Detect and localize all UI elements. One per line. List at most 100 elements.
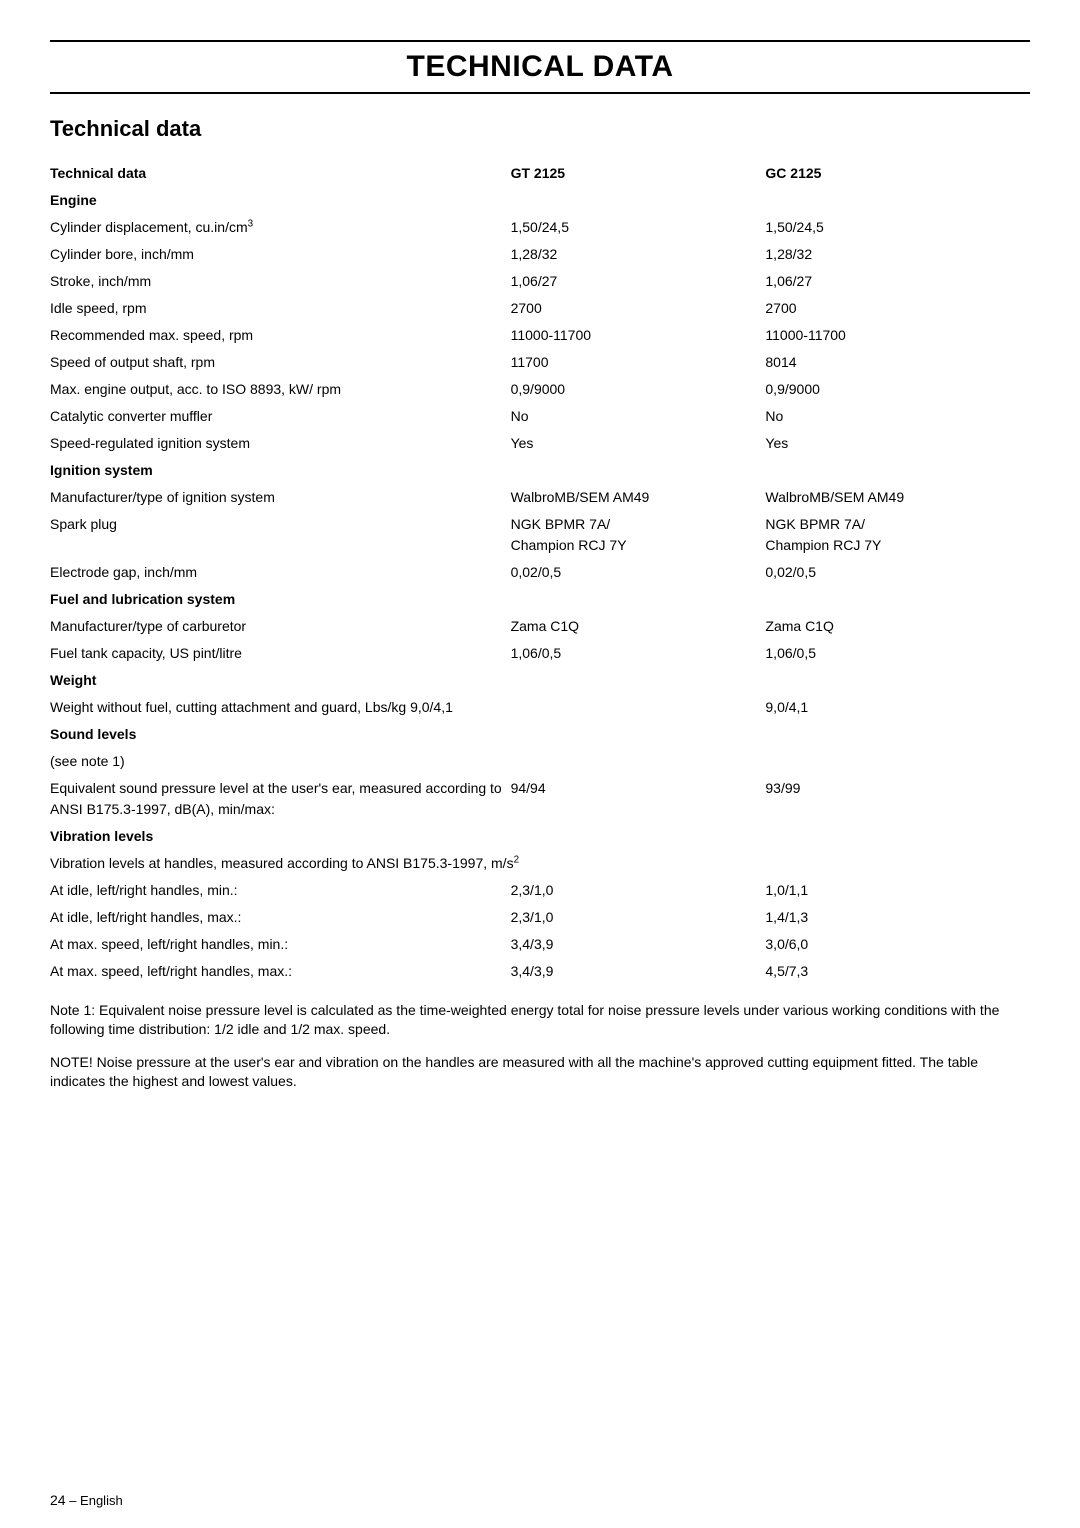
row-label: Max. engine output, acc. to ISO 8893, kW… — [50, 376, 511, 403]
row-label: Engine — [50, 187, 1030, 214]
row-value: 1,28/32 — [511, 241, 766, 268]
row-value: 3,0/6,0 — [765, 931, 1030, 958]
row-value: 0,9/9000 — [511, 376, 766, 403]
table-row: Max. engine output, acc. to ISO 8893, kW… — [50, 376, 1030, 403]
table-row: At max. speed, left/right handles, max.:… — [50, 958, 1030, 985]
row-label: Manufacturer/type of carburetor — [50, 613, 511, 640]
table-row: Equivalent sound pressure level at the u… — [50, 775, 1030, 823]
row-value: 3,4/3,9 — [511, 931, 766, 958]
row-value: WalbroMB/SEM AM49 — [765, 484, 1030, 511]
table-row: Speed-regulated ignition systemYesYes — [50, 430, 1030, 457]
technical-data-table: Technical dataGT 2125GC 2125EngineCylind… — [50, 160, 1030, 985]
row-value: 94/94 — [511, 775, 766, 823]
table-row: Ignition system — [50, 457, 1030, 484]
row-value: No — [765, 403, 1030, 430]
row-label: Fuel tank capacity, US pint/litre — [50, 640, 511, 667]
row-value: NGK BPMR 7A/Champion RCJ 7Y — [511, 511, 766, 559]
row-value: 93/99 — [765, 775, 1030, 823]
footer-page-number: 24 — [50, 1492, 66, 1508]
table-row: Speed of output shaft, rpm117008014 — [50, 349, 1030, 376]
table-row: Spark plugNGK BPMR 7A/Champion RCJ 7YNGK… — [50, 511, 1030, 559]
row-value: NGK BPMR 7A/Champion RCJ 7Y — [765, 511, 1030, 559]
row-value: 11000-11700 — [511, 322, 766, 349]
row-value: 8014 — [765, 349, 1030, 376]
row-value: 11000-11700 — [765, 322, 1030, 349]
row-label: Vibration levels at handles, measured ac… — [50, 850, 1030, 877]
table-row: Fuel and lubrication system — [50, 586, 1030, 613]
row-value: GC 2125 — [765, 160, 1030, 187]
row-value: 9,0/4,1 — [765, 694, 1030, 721]
row-label: Speed-regulated ignition system — [50, 430, 511, 457]
row-value: No — [511, 403, 766, 430]
table-row: At max. speed, left/right handles, min.:… — [50, 931, 1030, 958]
table-row: At idle, left/right handles, min.:2,3/1,… — [50, 877, 1030, 904]
row-label: Weight — [50, 667, 1030, 694]
row-label: Vibration levels — [50, 823, 1030, 850]
row-label: At idle, left/right handles, max.: — [50, 904, 511, 931]
row-value: 0,9/9000 — [765, 376, 1030, 403]
row-value: 1,0/1,1 — [765, 877, 1030, 904]
table-row: Vibration levels — [50, 823, 1030, 850]
page-footer: 24 – English — [50, 1492, 123, 1508]
row-value: 2,3/1,0 — [511, 877, 766, 904]
row-label: At idle, left/right handles, min.: — [50, 877, 511, 904]
row-value: 11700 — [511, 349, 766, 376]
row-value: 4,5/7,3 — [765, 958, 1030, 985]
row-label: Technical data — [50, 160, 511, 187]
row-value: 1,06/0,5 — [765, 640, 1030, 667]
row-value: 1,28/32 — [765, 241, 1030, 268]
row-value: 1,4/1,3 — [765, 904, 1030, 931]
table-row: At idle, left/right handles, max.:2,3/1,… — [50, 904, 1030, 931]
row-value: 1,06/0,5 — [511, 640, 766, 667]
note-2: NOTE! Noise pressure at the user's ear a… — [50, 1053, 1030, 1091]
row-label: Spark plug — [50, 511, 511, 559]
footer-separator: – — [66, 1493, 80, 1508]
row-value: GT 2125 — [511, 160, 766, 187]
row-label: At max. speed, left/right handles, max.: — [50, 958, 511, 985]
table-row: Sound levels — [50, 721, 1030, 748]
row-label: Stroke, inch/mm — [50, 268, 511, 295]
row-value: 1,50/24,5 — [765, 214, 1030, 241]
row-label: Ignition system — [50, 457, 1030, 484]
row-label: Idle speed, rpm — [50, 295, 511, 322]
page-title: TECHNICAL DATA — [50, 50, 1030, 84]
row-value: 1,06/27 — [765, 268, 1030, 295]
table-row: Electrode gap, inch/mm0,02/0,50,02/0,5 — [50, 559, 1030, 586]
note-1: Note 1: Equivalent noise pressure level … — [50, 1001, 1030, 1039]
row-label: Cylinder bore, inch/mm — [50, 241, 511, 268]
table-row: (see note 1) — [50, 748, 1030, 775]
row-value: 2700 — [511, 295, 766, 322]
row-label: Speed of output shaft, rpm — [50, 349, 511, 376]
row-value: 0,02/0,5 — [511, 559, 766, 586]
row-value: Zama C1Q — [765, 613, 1030, 640]
row-value: 2,3/1,0 — [511, 904, 766, 931]
table-row: Technical dataGT 2125GC 2125 — [50, 160, 1030, 187]
row-value: 2700 — [765, 295, 1030, 322]
row-value: 1,06/27 — [511, 268, 766, 295]
row-label: At max. speed, left/right handles, min.: — [50, 931, 511, 958]
row-label: Electrode gap, inch/mm — [50, 559, 511, 586]
table-row: Fuel tank capacity, US pint/litre1,06/0,… — [50, 640, 1030, 667]
footer-language: English — [80, 1493, 123, 1508]
section-title: Technical data — [50, 116, 1030, 142]
row-label: Sound levels — [50, 721, 1030, 748]
table-row: Stroke, inch/mm1,06/271,06/27 — [50, 268, 1030, 295]
table-row: Catalytic converter mufflerNoNo — [50, 403, 1030, 430]
row-label: Equivalent sound pressure level at the u… — [50, 775, 511, 823]
row-value: 3,4/3,9 — [511, 958, 766, 985]
row-label: Weight without fuel, cutting attachment … — [50, 694, 765, 721]
table-row: Engine — [50, 187, 1030, 214]
table-row: Cylinder bore, inch/mm1,28/321,28/32 — [50, 241, 1030, 268]
table-row: Idle speed, rpm27002700 — [50, 295, 1030, 322]
row-value: Zama C1Q — [511, 613, 766, 640]
table-row: Manufacturer/type of ignition systemWalb… — [50, 484, 1030, 511]
table-row: Weight — [50, 667, 1030, 694]
row-label: Fuel and lubrication system — [50, 586, 1030, 613]
table-row: Manufacturer/type of carburetorZama C1QZ… — [50, 613, 1030, 640]
table-row: Vibration levels at handles, measured ac… — [50, 850, 1030, 877]
table-row: Cylinder displacement, cu.in/cm31,50/24,… — [50, 214, 1030, 241]
row-value: 1,50/24,5 — [511, 214, 766, 241]
row-value: WalbroMB/SEM AM49 — [511, 484, 766, 511]
table-row: Recommended max. speed, rpm11000-1170011… — [50, 322, 1030, 349]
row-label: Catalytic converter muffler — [50, 403, 511, 430]
